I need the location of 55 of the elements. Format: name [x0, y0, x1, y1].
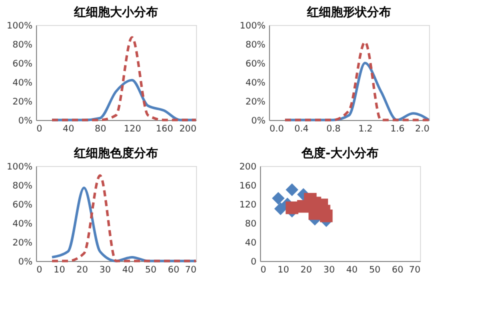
x-tick-label: 0.4: [294, 124, 309, 134]
x-tick-label: 160: [156, 124, 174, 134]
x-tick-label: 120: [124, 124, 142, 134]
y-tick-label: 60%: [12, 60, 33, 70]
x-tick-label: 0.0: [270, 124, 284, 134]
y-tick-label: 0%: [18, 258, 33, 268]
x-tick-label: 1.6: [390, 124, 405, 134]
x-tick-label: 0: [36, 266, 42, 276]
x-tick-label: 30: [323, 266, 336, 276]
x-tick-label: 200: [179, 124, 197, 134]
x-tick-label: 70: [409, 266, 421, 276]
y-tick-label: 0%: [18, 116, 33, 126]
x-tick-label: 20: [76, 266, 88, 276]
y-tick-label: 200: [239, 162, 257, 172]
x-tick-label: 20: [300, 266, 312, 276]
y-tick-label: 60%: [245, 60, 266, 70]
y-tick-label: 40%: [12, 78, 33, 88]
y-tick-label: 20%: [12, 238, 33, 248]
y-tick-label: 100%: [6, 162, 33, 172]
y-tick-label: 0: [250, 258, 257, 268]
chart-title: 色度-大小分布: [300, 146, 378, 160]
y-tick-label: 80%: [12, 182, 33, 192]
y-tick-label: 0%: [251, 116, 266, 126]
x-tick-label: 0.8: [326, 124, 341, 134]
y-tick-label: 60%: [12, 200, 33, 210]
x-tick-label: 40: [62, 124, 74, 134]
chart-title: 红细胞形状分布: [306, 5, 391, 19]
chart-title: 红细胞大小分布: [73, 5, 158, 19]
x-tick-label: 50: [145, 266, 157, 276]
y-tick-label: 120: [239, 200, 257, 210]
x-tick-label: 70: [185, 266, 197, 276]
x-tick-label: 2.0: [415, 124, 430, 134]
y-tick-label: 40: [245, 238, 257, 248]
x-tick-label: 10: [54, 266, 66, 276]
x-tick-label: 30: [99, 266, 112, 276]
y-tick-label: 160: [239, 182, 257, 192]
y-tick-label: 20%: [12, 98, 33, 108]
x-tick-label: 60: [168, 266, 180, 276]
x-tick-label: 60: [392, 266, 404, 276]
x-tick-label: 10: [278, 266, 290, 276]
x-tick-label: 80: [94, 124, 106, 134]
y-tick-label: 20%: [245, 98, 266, 108]
y-tick-label: 100%: [6, 22, 33, 32]
x-tick-label: 40: [346, 266, 358, 276]
x-tick-label: 1.2: [358, 124, 373, 134]
x-tick-label: 40: [122, 266, 134, 276]
y-tick-label: 40%: [245, 78, 266, 88]
x-tick-label: 50: [369, 266, 381, 276]
chart-title: 红细胞色度分布: [73, 146, 158, 160]
y-tick-label: 80%: [245, 40, 266, 50]
y-tick-label: 80: [245, 220, 257, 230]
y-tick-label: 40%: [12, 220, 33, 230]
y-tick-label: 100%: [240, 22, 266, 32]
y-tick-label: 80%: [12, 40, 33, 50]
x-tick-label: 0: [36, 124, 42, 134]
